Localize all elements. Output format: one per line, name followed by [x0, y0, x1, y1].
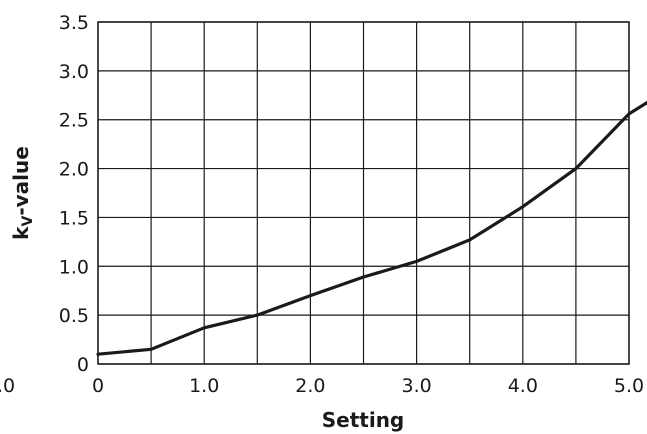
chart-grid — [97, 21, 630, 365]
y-tick-label: 0 — [77, 354, 89, 376]
x-tick-label: 2.0 — [295, 375, 325, 397]
x-tick-label: 4.0 — [508, 375, 538, 397]
plot-frame — [97, 21, 630, 365]
x-tick-label: 6.0 — [0, 375, 15, 397]
y-tick-label: 3.5 — [59, 12, 89, 34]
y-tick-label: 1.0 — [59, 256, 89, 278]
y-axis-label-subscript: V — [20, 216, 36, 227]
x-tick-label: 1.0 — [189, 375, 219, 397]
x-tick-label: 5.0 — [614, 375, 644, 397]
x-tick-label: 0 — [92, 375, 104, 397]
x-tick-label: 3.0 — [401, 375, 431, 397]
y-tick-label: 0.5 — [59, 305, 89, 327]
y-axis-label: kV-value — [9, 146, 36, 240]
series-line-kv-value — [96, 100, 647, 356]
y-axis-tick-labels: 0 0.5 1.0 1.5 2.0 2.5 3.0 3.5 — [59, 12, 89, 376]
y-tick-label: 2.5 — [59, 110, 89, 132]
y-tick-label: 3.0 — [59, 61, 89, 83]
y-axis-label-k: k — [9, 226, 33, 240]
y-axis-label-rest: -value — [9, 146, 33, 216]
y-tick-label: 2.0 — [59, 159, 89, 181]
x-axis-tick-labels: 0 1.0 2.0 3.0 4.0 5.0 6.0 — [0, 375, 644, 397]
y-tick-label: 1.5 — [59, 207, 89, 229]
x-axis-label: Setting — [322, 408, 405, 432]
